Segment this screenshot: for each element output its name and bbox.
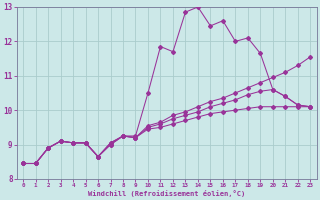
X-axis label: Windchill (Refroidissement éolien,°C): Windchill (Refroidissement éolien,°C) [88,190,245,197]
